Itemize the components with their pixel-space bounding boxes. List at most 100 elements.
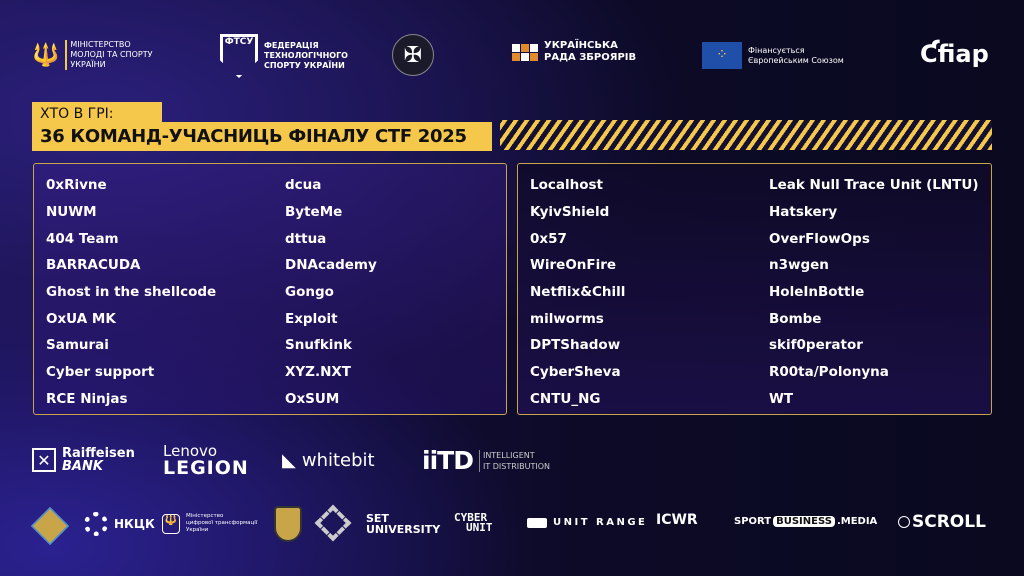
fiap-mark-icon: Ƈ: [920, 40, 938, 68]
team-name: ByteMe: [285, 204, 343, 221]
list-item: R00ta/Polonyna: [769, 359, 991, 386]
ministry-youth-sports-logo: 🔱 МІНІСТЕРСТВО МОЛОДІ ТА СПОРТУ УКРАЇНИ: [32, 40, 153, 70]
shields-icon: [512, 43, 538, 61]
team-name: DPTShadow: [530, 337, 621, 354]
eu-flag-icon: ⁘: [702, 42, 742, 69]
list-item: OxUA MK: [46, 305, 285, 332]
scroll-logo: SCROLL: [898, 512, 986, 532]
list-item: DPTShadow: [530, 332, 769, 359]
team-name: DNAcademy: [285, 257, 377, 274]
list-item: Gongo: [285, 279, 506, 306]
nkck-logo: НКЦК: [84, 512, 155, 536]
title-kicker: ХТО В ГРІ:: [32, 102, 162, 125]
team-name: Hatskery: [769, 204, 838, 221]
hazard-stripes: [500, 120, 992, 150]
raiffeisen-cross-icon: ✕: [32, 448, 56, 472]
team-name: Cyber support: [46, 364, 155, 381]
list-item: milworms: [530, 305, 769, 332]
list-item: NUWM: [46, 199, 285, 226]
sport-business-media-logo: SPORT BUSINESS .MEDIA: [734, 516, 878, 527]
list-item: HoleInBottle: [769, 279, 991, 306]
team-name: CyberSheva: [530, 364, 621, 381]
list-item: dcua: [285, 172, 506, 199]
teams-panel-right: Localhost KyivShield 0x57 WireOnFire Netflix…: [517, 163, 992, 415]
list-item: Hatskery: [769, 199, 991, 226]
whitebit-mark-icon: ◣: [282, 450, 296, 471]
list-item: Bombe: [769, 305, 991, 332]
list-item: CNTU_NG: [530, 386, 769, 413]
ministry-digital-logo: 🔱 Міністерство цифрової трансформації Укра…: [162, 513, 257, 534]
list-item: CyberSheva: [530, 359, 769, 386]
team-name: 0x57: [530, 230, 567, 247]
list-item: Localhost: [530, 172, 769, 199]
list-item: Exploit: [285, 305, 506, 332]
ukrainian-council-armourers-logo: УКРАЇНСЬКА РАДА ЗБРОЯРІВ: [512, 40, 636, 64]
raiffeisen-logo: ✕ Raiffeisen BANK: [32, 447, 135, 473]
team-name: Bombe: [769, 310, 822, 327]
team-name: Localhost: [530, 177, 603, 194]
list-item: XYZ.NXT: [285, 359, 506, 386]
list-item: 0x57: [530, 225, 769, 252]
team-name: Samurai: [46, 337, 109, 354]
list-item: KyivShield: [530, 199, 769, 226]
list-item: dttua: [285, 225, 506, 252]
list-item: Netflix&Chill: [530, 279, 769, 306]
unit-range-mark-icon: [527, 517, 547, 528]
list-item: 0xRivne: [46, 172, 285, 199]
iitd-logo: iiTD INTELLIGENT IT DISTRIBUTION: [422, 446, 551, 475]
list-item: Cyber support: [46, 359, 285, 386]
page-title: 36 КОМАНД-УЧАСНИЦЬ ФІНАЛУ CTF 2025: [32, 122, 492, 151]
diamond-emblem-icon: [314, 504, 352, 542]
cyber-unit-logo: CYBER UNIT: [454, 511, 493, 534]
team-name: skif0perator: [769, 337, 863, 354]
list-item: OxSUM: [285, 386, 506, 413]
team-name: Ghost in the shellcode: [46, 284, 217, 301]
team-name: dttua: [285, 230, 327, 247]
team-name: KyivShield: [530, 204, 610, 221]
ftsu-logo: ФТСУ ФЕДЕРАЦІЯ ТЕХНОЛОГІЧНОГО СПОРТУ УКР…: [220, 34, 348, 78]
set-university-logo: SET UNIVERSITY: [366, 512, 441, 536]
team-name: milworms: [530, 310, 604, 327]
team-name: 404 Team: [46, 230, 119, 247]
team-name: RCE Ninjas: [46, 390, 128, 407]
trident-icon: 🔱: [162, 513, 180, 534]
team-name: Exploit: [285, 310, 338, 327]
team-name: OxUA MK: [46, 310, 116, 327]
sszi-emblem-icon: ✠: [392, 34, 434, 76]
list-item: OverFlowOps: [769, 225, 991, 252]
team-name: WireOnFire: [530, 257, 617, 274]
list-item: ByteMe: [285, 199, 506, 226]
list-item: WT: [769, 386, 991, 413]
team-name: Gongo: [285, 284, 334, 301]
team-name: NUWM: [46, 204, 97, 221]
team-name: CNTU_NG: [530, 390, 601, 407]
team-name: Snufkink: [285, 337, 353, 354]
list-item: Snufkink: [285, 332, 506, 359]
list-item: RCE Ninjas: [46, 386, 285, 413]
list-item: BARRACUDA: [46, 252, 285, 279]
list-item: n3wgen: [769, 252, 991, 279]
fiap-logo: Ƈfiap: [920, 40, 989, 68]
team-name: WT: [769, 390, 794, 407]
eu-funded-logo: ⁘ Фінансується Європейським Союзом: [702, 42, 844, 69]
nkck-ring-icon: [84, 512, 108, 536]
trident-icon: 🔱: [32, 42, 60, 68]
shield-emblem-icon: [274, 506, 302, 542]
team-name: OverFlowOps: [769, 230, 870, 247]
list-item: Leak Null Trace Unit (LNTU): [769, 172, 991, 199]
list-item: 404 Team: [46, 225, 285, 252]
team-name: 0xRivne: [46, 177, 107, 194]
team-name: Netflix&Chill: [530, 284, 626, 301]
teams-panel-left: 0xRivne NUWM 404 Team BARRACUDA Ghost in the…: [33, 163, 507, 415]
list-item: Ghost in the shellcode: [46, 279, 285, 306]
list-item: Samurai: [46, 332, 285, 359]
list-item: WireOnFire: [530, 252, 769, 279]
whitebit-logo: ◣ whitebit: [282, 450, 375, 471]
team-name: HoleInBottle: [769, 284, 865, 301]
team-name: Leak Null Trace Unit (LNTU): [769, 177, 979, 194]
scroll-mark-icon: [898, 516, 910, 528]
team-name: XYZ.NXT: [285, 364, 352, 381]
team-name: BARRACUDA: [46, 257, 141, 274]
unit-range-logo: UNIT RANGE: [527, 517, 647, 528]
team-name: OxSUM: [285, 390, 340, 407]
